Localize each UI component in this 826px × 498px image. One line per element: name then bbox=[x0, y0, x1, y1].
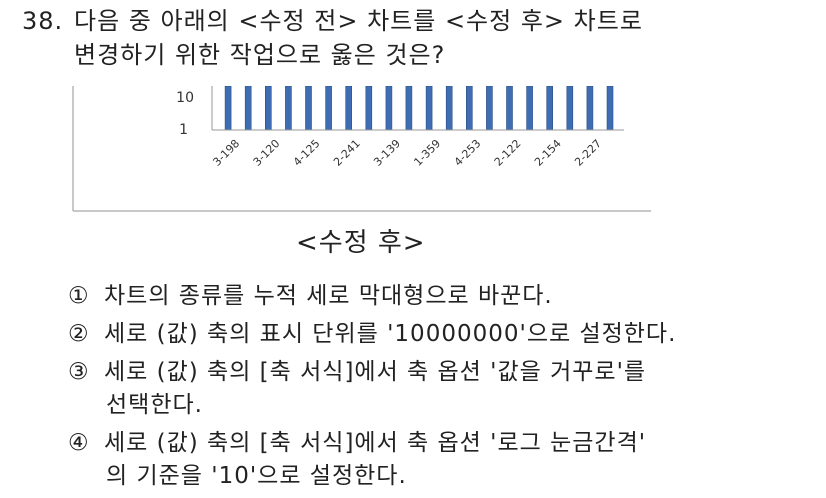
y-tick-label-10: 10 bbox=[176, 90, 194, 106]
chart-caption: <수정 후> bbox=[296, 228, 426, 258]
bar bbox=[224, 86, 232, 131]
bar bbox=[586, 86, 594, 131]
bar bbox=[486, 86, 493, 131]
option-4-text-cont: 의 기준을 '10'으로 설정한다. bbox=[106, 463, 407, 489]
bar bbox=[546, 86, 554, 131]
x-tick-label: 3-198 bbox=[210, 137, 242, 169]
option-3-text: 세로 (값) 축의 [축 서식]에서 축 옵션 '값을 거꾸로'를 bbox=[104, 359, 647, 385]
bar bbox=[425, 86, 433, 131]
option-3-mark: ③ bbox=[68, 359, 90, 385]
bar bbox=[305, 86, 312, 131]
x-tick-labels: 3-198 3-120 4-125 2-241 3-139 1-359 4-253 2-122… bbox=[210, 137, 604, 169]
option-3-text-cont: 선택한다. bbox=[106, 392, 203, 418]
x-tick-label: 2-227 bbox=[572, 137, 604, 169]
bar bbox=[566, 86, 574, 131]
bar bbox=[244, 86, 252, 131]
bar bbox=[526, 86, 533, 131]
option-2-mark: ② bbox=[68, 321, 90, 347]
bar bbox=[606, 86, 614, 131]
chart-after-edit: 10 1 3-198 3-120 4-125 2-241 3-139 1-359 4-253… bbox=[72, 86, 651, 212]
bar bbox=[385, 86, 393, 131]
option-1-text: 차트의 종류를 누적 세로 막대형으로 바꾼다. bbox=[104, 283, 553, 309]
x-tick-label: 2-154 bbox=[532, 137, 564, 169]
option-2[interactable]: ② 세로 (값) 축의 표시 단위를 '10000000'으로 설정한다. bbox=[68, 318, 676, 351]
question-line-2: 변경하기 위한 작업으로 옳은 것은? bbox=[74, 41, 446, 69]
option-4-text: 세로 (값) 축의 [축 서식]에서 축 옵션 '로그 눈금간격' bbox=[104, 430, 647, 456]
x-tick-label: 3-120 bbox=[251, 137, 283, 169]
bar bbox=[285, 86, 292, 131]
question-number: 38. bbox=[22, 7, 64, 35]
option-1[interactable]: ① 차트의 종류를 누적 세로 막대형으로 바꾼다. bbox=[68, 280, 676, 313]
option-4[interactable]: ④ 세로 (값) 축의 [축 서식]에서 축 옵션 '로그 눈금간격' 의 기준을… bbox=[68, 427, 676, 493]
x-tick-label: 2-122 bbox=[492, 137, 524, 169]
x-tick-label: 4-125 bbox=[291, 137, 323, 169]
bar bbox=[445, 86, 453, 131]
bar bbox=[265, 86, 272, 131]
option-4-mark: ④ bbox=[68, 430, 90, 456]
question-line-1: 다음 중 아래의 <수정 전> 차트를 <수정 후> 차트로 bbox=[74, 7, 643, 35]
answer-options: ① 차트의 종류를 누적 세로 막대형으로 바꾼다. ② 세로 (값) 축의 표… bbox=[68, 280, 676, 498]
question-text: 38. 다음 중 아래의 <수정 전> 차트를 <수정 후> 차트로 변경하기 위… bbox=[22, 4, 643, 72]
bar bbox=[325, 86, 332, 131]
bar-group bbox=[224, 86, 614, 131]
bar bbox=[345, 86, 353, 131]
bar bbox=[365, 86, 373, 131]
y-tick-label-1: 1 bbox=[179, 122, 188, 138]
x-tick-label: 2-241 bbox=[331, 137, 363, 169]
x-tick-label: 4-253 bbox=[452, 137, 484, 169]
bar bbox=[465, 86, 473, 131]
x-tick-label: 1-359 bbox=[411, 137, 443, 169]
bar bbox=[405, 86, 413, 131]
bar bbox=[506, 86, 513, 131]
x-tick-label: 3-139 bbox=[371, 137, 403, 169]
option-2-text: 세로 (값) 축의 표시 단위를 '10000000'으로 설정한다. bbox=[104, 321, 677, 347]
option-1-mark: ① bbox=[68, 283, 90, 309]
